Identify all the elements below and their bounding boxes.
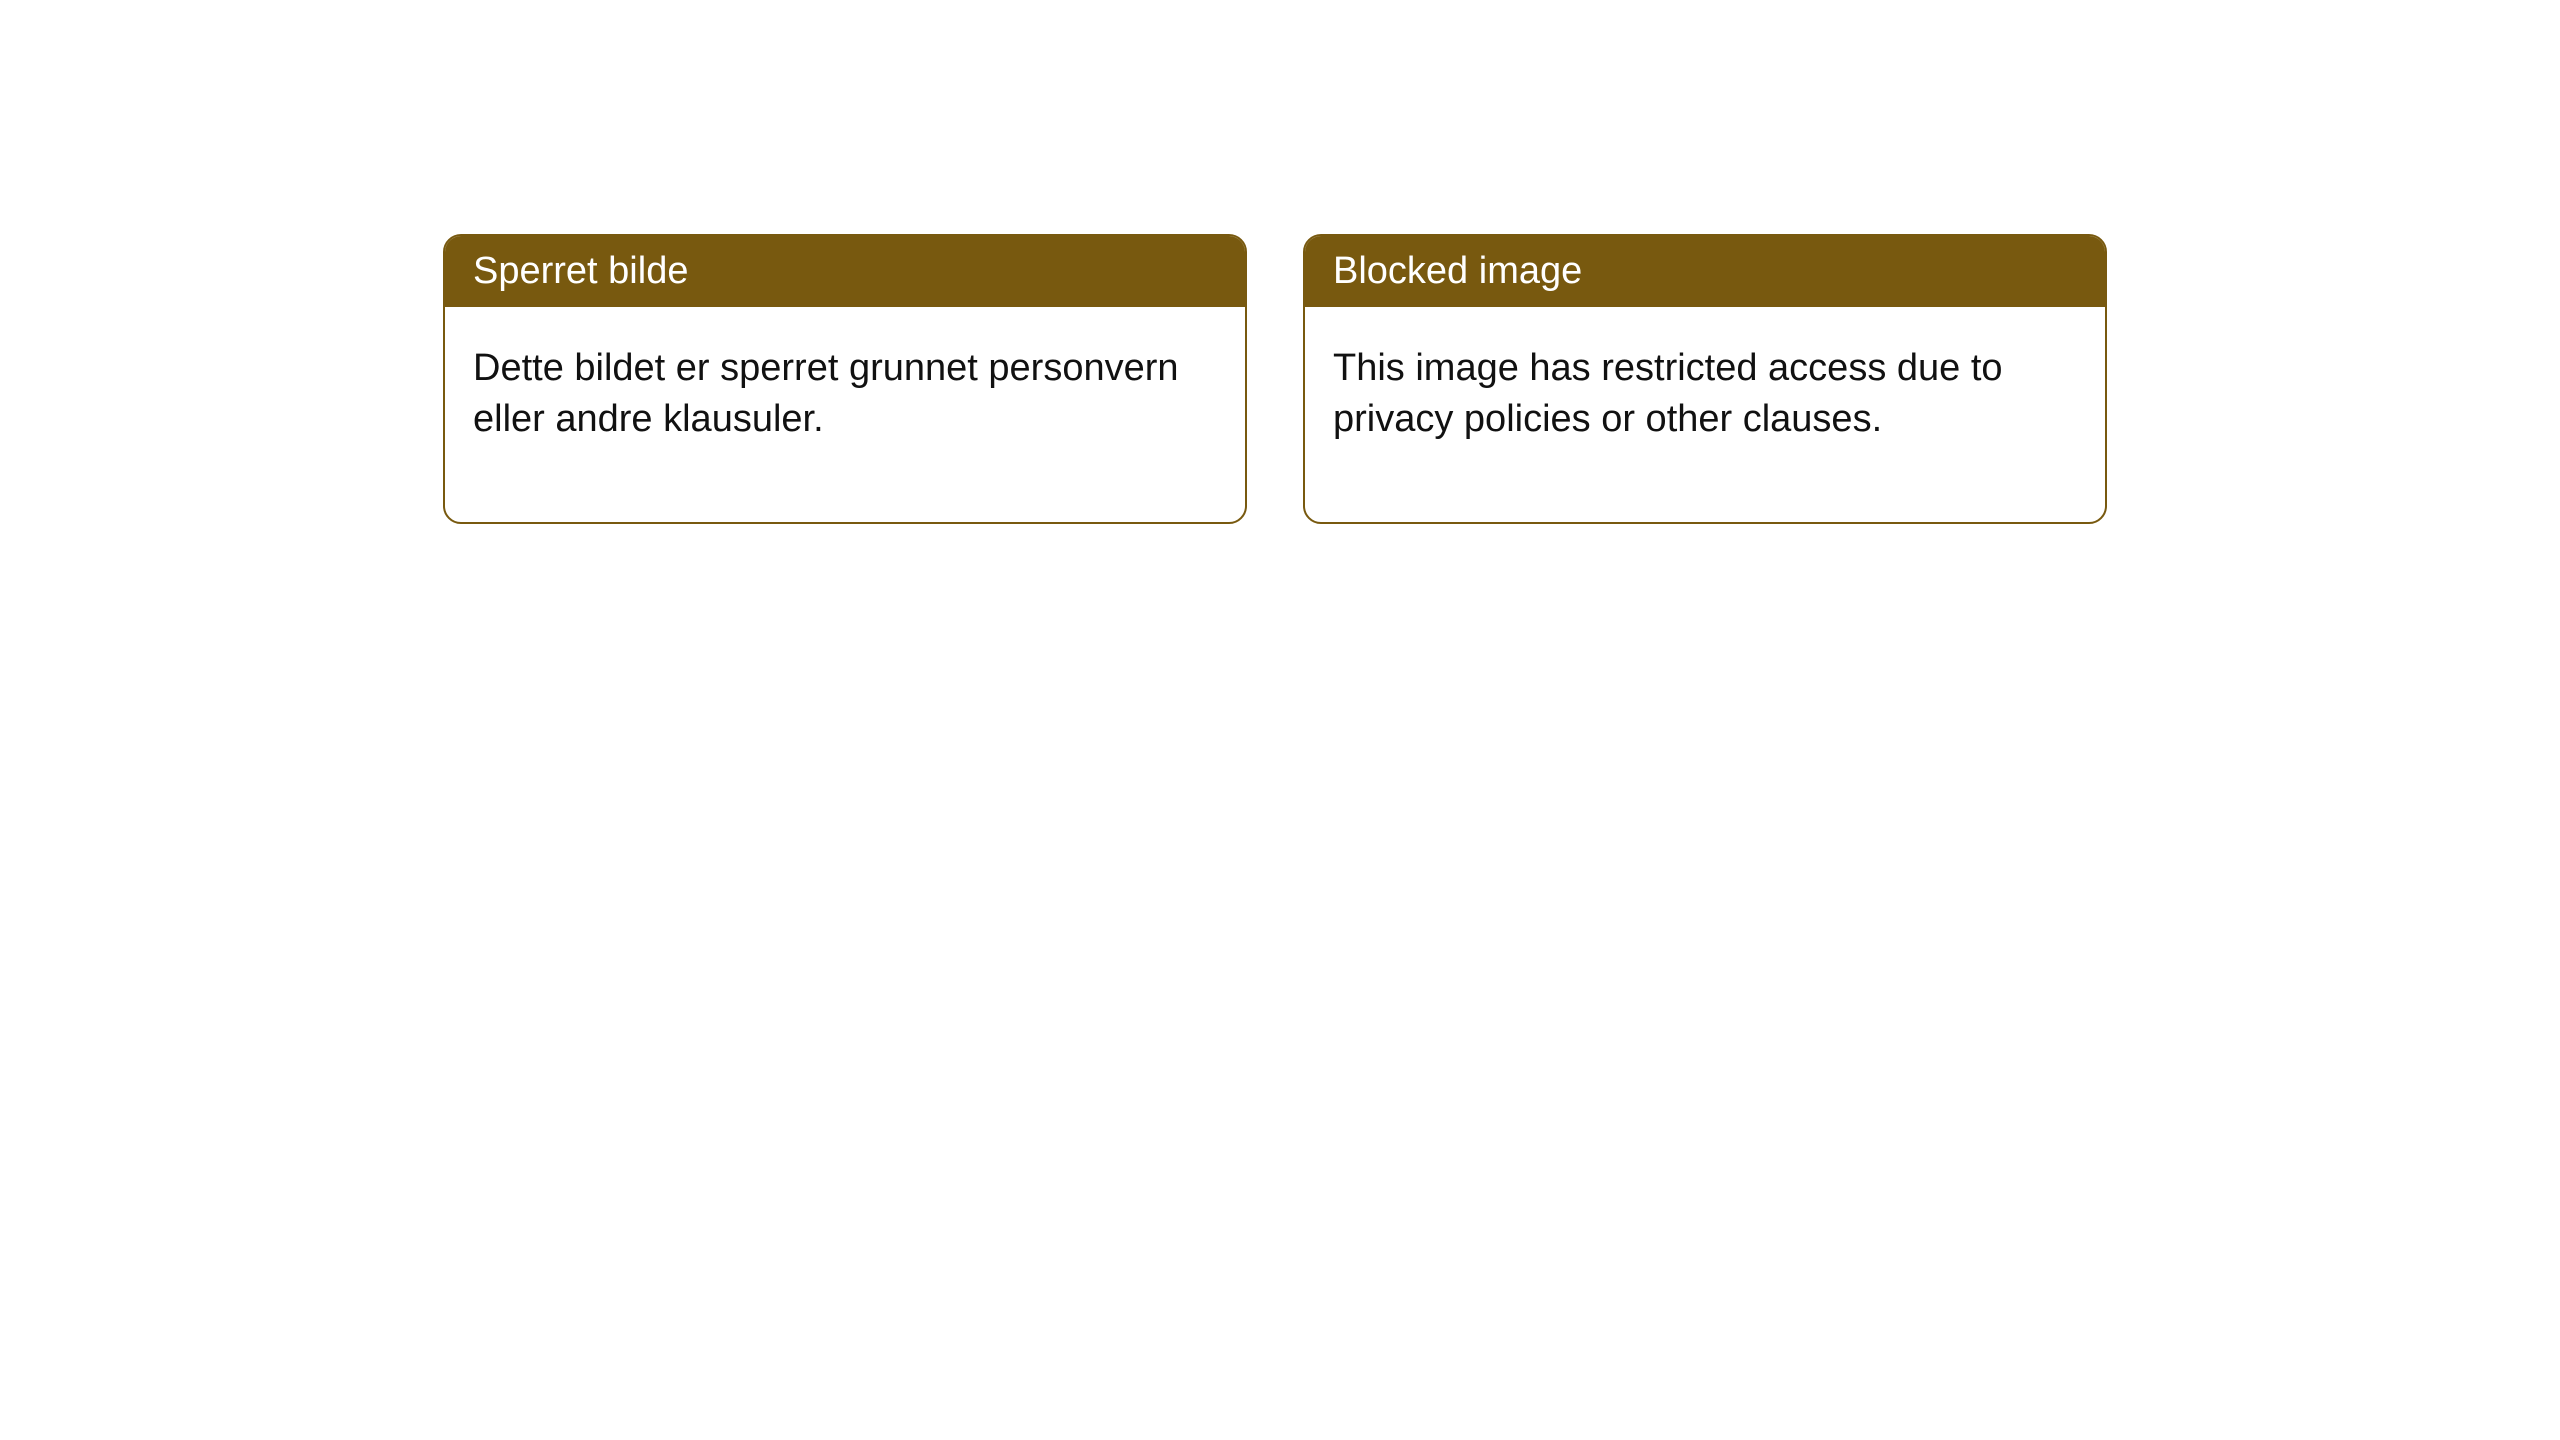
notice-body: Dette bildet er sperret grunnet personve…	[445, 307, 1245, 522]
notice-card-english: Blocked image This image has restricted …	[1303, 234, 2107, 524]
notice-title: Sperret bilde	[445, 236, 1245, 307]
notice-card-norwegian: Sperret bilde Dette bildet er sperret gr…	[443, 234, 1247, 524]
notices-container: Sperret bilde Dette bildet er sperret gr…	[443, 234, 2107, 524]
notice-body: This image has restricted access due to …	[1305, 307, 2105, 522]
notice-title: Blocked image	[1305, 236, 2105, 307]
